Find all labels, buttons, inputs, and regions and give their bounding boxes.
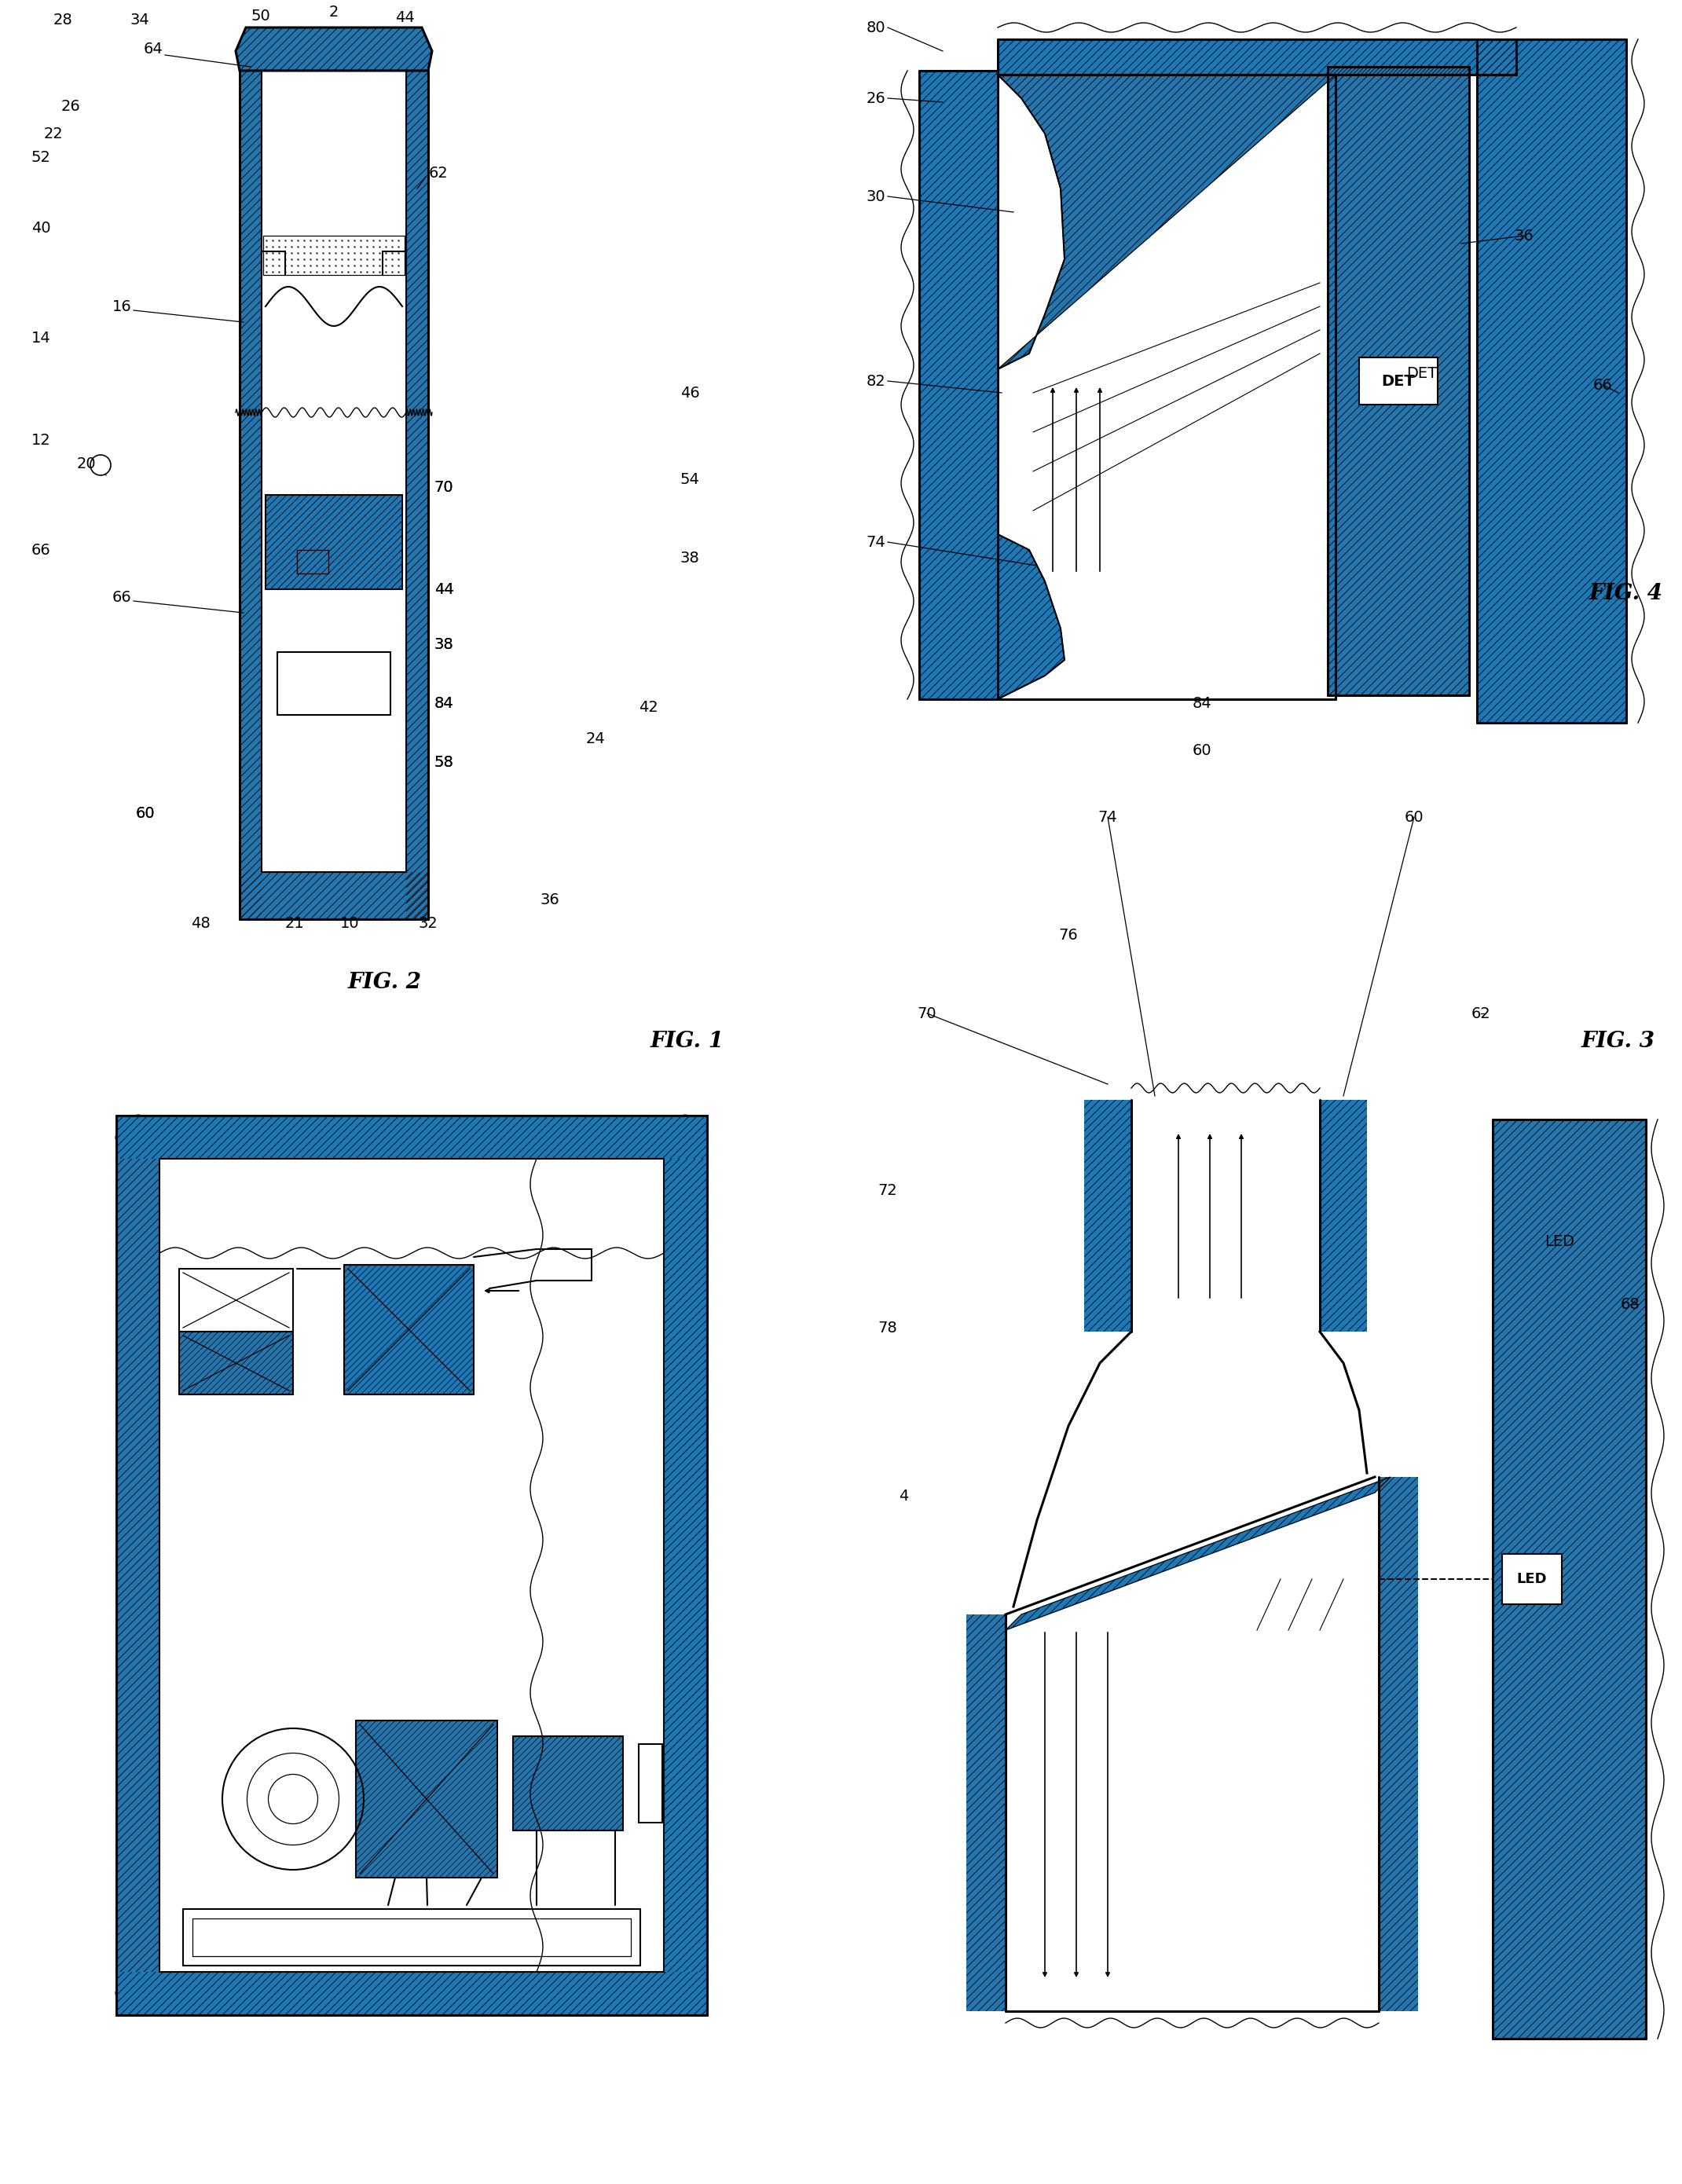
Text: 80: 80 bbox=[866, 20, 886, 35]
Text: 84: 84 bbox=[1193, 697, 1211, 710]
Text: 2: 2 bbox=[330, 4, 338, 20]
Bar bbox=[180, 1332, 293, 1393]
Text: 78: 78 bbox=[878, 1319, 898, 1334]
Text: 26: 26 bbox=[61, 98, 81, 114]
Bar bbox=[116, 1972, 706, 2016]
Text: 26: 26 bbox=[866, 92, 886, 105]
Text: 54: 54 bbox=[680, 472, 700, 487]
Text: 34: 34 bbox=[130, 13, 150, 26]
Bar bbox=[664, 1160, 706, 1972]
Text: 22: 22 bbox=[44, 127, 64, 142]
Text: 4: 4 bbox=[898, 1489, 908, 1505]
Text: 76: 76 bbox=[1058, 928, 1078, 941]
Text: 60: 60 bbox=[1404, 810, 1423, 826]
Text: 21: 21 bbox=[284, 915, 304, 930]
Text: 52: 52 bbox=[30, 151, 50, 164]
Bar bbox=[262, 236, 405, 275]
Text: 28: 28 bbox=[54, 13, 72, 26]
Bar bbox=[920, 72, 997, 699]
Bar bbox=[357, 1721, 496, 1876]
Bar bbox=[1085, 1101, 1132, 1332]
Polygon shape bbox=[1006, 1476, 1391, 1629]
Text: DET: DET bbox=[1381, 373, 1415, 389]
Text: FIG. 3: FIG. 3 bbox=[1581, 1031, 1655, 1051]
Text: 64: 64 bbox=[143, 41, 163, 57]
Text: 48: 48 bbox=[190, 915, 210, 930]
Text: 66: 66 bbox=[113, 590, 131, 605]
Bar bbox=[999, 39, 1515, 74]
Text: 74: 74 bbox=[1098, 810, 1117, 826]
Text: 44: 44 bbox=[434, 581, 454, 596]
Text: 44: 44 bbox=[434, 581, 454, 596]
Text: 24: 24 bbox=[585, 732, 606, 747]
Text: 84: 84 bbox=[434, 697, 454, 710]
Text: DET: DET bbox=[1406, 365, 1438, 380]
Bar bbox=[345, 1265, 473, 1393]
Polygon shape bbox=[235, 28, 432, 70]
Text: FIG. 2: FIG. 2 bbox=[348, 972, 422, 992]
Bar bbox=[965, 1614, 1006, 2011]
Text: 14: 14 bbox=[32, 330, 50, 345]
Text: 62: 62 bbox=[1472, 1007, 1490, 1020]
Text: FIG. 1: FIG. 1 bbox=[651, 1031, 725, 1051]
Polygon shape bbox=[997, 74, 1336, 369]
Text: 66: 66 bbox=[32, 542, 50, 557]
Text: 50: 50 bbox=[251, 9, 271, 24]
Polygon shape bbox=[997, 535, 1336, 699]
Text: LED: LED bbox=[1517, 1572, 1547, 1586]
Text: 20: 20 bbox=[77, 456, 96, 472]
Text: 84: 84 bbox=[434, 697, 454, 710]
Text: 60: 60 bbox=[136, 806, 155, 821]
Bar bbox=[1502, 1555, 1563, 1605]
Text: 60: 60 bbox=[1193, 743, 1211, 758]
Text: 12: 12 bbox=[32, 432, 50, 448]
Bar bbox=[266, 496, 402, 590]
Text: 58: 58 bbox=[434, 756, 454, 769]
Bar bbox=[116, 1160, 160, 1972]
Text: 38: 38 bbox=[680, 550, 700, 566]
Bar bbox=[1320, 1101, 1367, 1332]
Text: LED: LED bbox=[1544, 1234, 1574, 1249]
Bar bbox=[1329, 68, 1468, 695]
Text: 62: 62 bbox=[429, 166, 447, 181]
Text: 32: 32 bbox=[419, 915, 437, 930]
Bar bbox=[239, 70, 262, 919]
Text: 38: 38 bbox=[434, 638, 454, 651]
Text: 68: 68 bbox=[1620, 1297, 1640, 1313]
Bar bbox=[405, 70, 429, 919]
Bar bbox=[1379, 1476, 1418, 2011]
Text: 82: 82 bbox=[866, 373, 886, 389]
Text: 70: 70 bbox=[434, 480, 454, 494]
Text: 36: 36 bbox=[540, 891, 560, 906]
Text: 60: 60 bbox=[136, 806, 155, 821]
Text: 10: 10 bbox=[340, 915, 360, 930]
Bar bbox=[1478, 39, 1625, 723]
Text: 42: 42 bbox=[639, 699, 658, 714]
Text: 70: 70 bbox=[917, 1007, 937, 1020]
Text: 46: 46 bbox=[680, 384, 700, 400]
Text: 72: 72 bbox=[878, 1184, 898, 1197]
Text: 74: 74 bbox=[866, 535, 886, 550]
Text: 16: 16 bbox=[113, 299, 131, 314]
Text: 66: 66 bbox=[1593, 378, 1613, 393]
Circle shape bbox=[91, 454, 111, 476]
Text: 30: 30 bbox=[866, 190, 886, 203]
Text: 70: 70 bbox=[434, 480, 454, 494]
Text: 58: 58 bbox=[434, 756, 454, 769]
Bar bbox=[1359, 358, 1438, 404]
Bar bbox=[239, 871, 429, 919]
Text: FIG. 4: FIG. 4 bbox=[1589, 583, 1663, 603]
Bar bbox=[1494, 1120, 1645, 2038]
Bar bbox=[116, 1116, 706, 1160]
Bar bbox=[513, 1736, 622, 1830]
Text: 40: 40 bbox=[32, 221, 50, 236]
Text: 38: 38 bbox=[434, 638, 454, 651]
Text: 44: 44 bbox=[395, 9, 414, 24]
Text: 36: 36 bbox=[1514, 227, 1534, 242]
